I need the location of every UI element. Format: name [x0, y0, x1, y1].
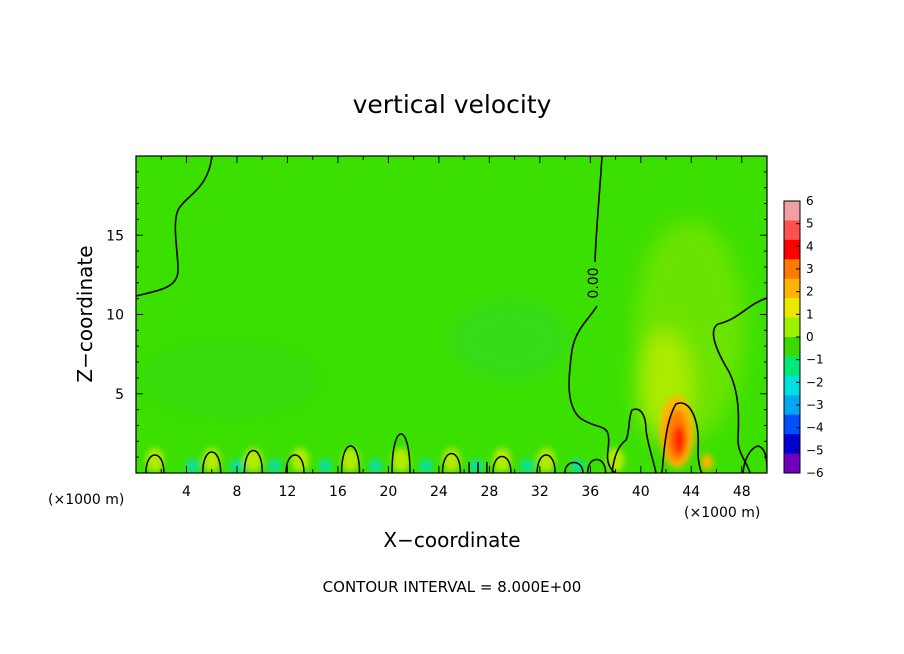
contour-line	[136, 156, 213, 297]
surface-updraft-cell	[244, 448, 263, 472]
surface-updraft-cell	[291, 448, 310, 472]
colorbar-segment	[784, 356, 800, 377]
colorbar-tick-label: 2	[806, 285, 814, 299]
x-unit-right: (×1000 m)	[684, 505, 760, 521]
contour-line	[611, 408, 657, 473]
y-tick-label: 5	[115, 387, 124, 403]
colorbar-segment	[784, 337, 800, 357]
colorbar-tick-label: −4	[806, 421, 824, 435]
contour-line	[568, 156, 617, 473]
surface-contour	[340, 445, 361, 473]
x-tick-label: 48	[733, 484, 751, 500]
zero-contours	[136, 156, 767, 473]
colorbar-tick-label: 3	[806, 262, 814, 276]
contour-line	[712, 297, 767, 473]
x-tick-label: 16	[329, 484, 347, 500]
surface-updraft-cell	[606, 448, 625, 472]
colorbar-tick-label: 1	[806, 307, 814, 321]
surface-updraft-cell	[392, 448, 411, 472]
surface-downdraft-cell	[469, 459, 484, 473]
surface-downdraft-cell	[368, 459, 383, 473]
y-axis-label: Z−coordinate	[73, 245, 97, 382]
x-tick-label: 24	[430, 484, 448, 500]
colorbar-segment	[784, 434, 800, 455]
y-tick-label: 10	[106, 308, 124, 324]
x-tick-label: 28	[480, 484, 498, 500]
x-tick-label: 32	[531, 484, 549, 500]
colorbar-tick-label: 6	[806, 194, 814, 208]
x-unit-left: (×1000 m)	[48, 492, 124, 508]
updraft-core-max	[673, 426, 685, 454]
surface-downdraft-cell	[267, 459, 282, 473]
surface-updraft-cell	[492, 448, 511, 472]
x-tick-label: 44	[682, 484, 700, 500]
surface-contour	[243, 450, 264, 473]
colorbar-tick-label: 5	[806, 217, 814, 231]
colorbar-segment	[784, 317, 800, 338]
surface-updraft-cell	[537, 448, 556, 472]
colorbar-tick-label: −6	[806, 466, 824, 480]
surface-downdraft-cell	[318, 459, 333, 473]
colorbar-segment	[784, 298, 800, 319]
plot-field: 0.00	[136, 156, 767, 473]
surface-contour	[492, 455, 512, 473]
colorbar-tick-label: −1	[806, 353, 824, 367]
colorbar-segment	[784, 259, 800, 280]
surface-contour	[145, 454, 165, 473]
colorbar-segment	[784, 395, 800, 416]
colorbar-tick-label: 4	[806, 239, 814, 253]
colorbar: 6 5 4 3 2 1 0 −1 −2 −3 −4 −5 −6	[783, 194, 824, 480]
colorbar-tick-label: −5	[806, 443, 824, 457]
x-tick-label: 12	[279, 484, 297, 500]
surface-downdraft-cell	[520, 459, 535, 473]
contour-label: 0.00	[586, 267, 602, 298]
surface-updraft-cell	[442, 448, 461, 472]
chart-title: vertical velocity	[353, 90, 552, 119]
surface-contour	[201, 451, 222, 473]
colorbar-tick-label: 0	[806, 330, 814, 344]
surface-downdraft-cell	[419, 459, 434, 473]
surface-contour	[441, 452, 462, 473]
downdraft-zone	[140, 340, 320, 420]
colorbar-segment	[784, 239, 800, 260]
colorbar-segment	[784, 201, 800, 221]
surface-contour	[586, 458, 607, 473]
colorbar-segment	[784, 414, 800, 435]
surface-updraft-cell	[341, 448, 360, 472]
downdraft-zone	[450, 300, 570, 380]
surface-contour	[391, 433, 411, 473]
colorbar-tick-label: −3	[806, 398, 824, 412]
x-tick-label: 20	[379, 484, 397, 500]
surface-downdraft-cell	[185, 459, 200, 473]
colorbar-tick-label: −2	[806, 375, 824, 389]
x-tick-label: 8	[232, 484, 241, 500]
x-axis-label: X−coordinate	[383, 528, 520, 552]
x-tick-label: 36	[581, 484, 599, 500]
contour-interval-note: CONTOUR INTERVAL = 8.000E+00	[323, 578, 582, 596]
updraft-spot	[701, 454, 713, 470]
colorbar-segment	[784, 453, 800, 474]
colorbar-segment	[784, 278, 800, 299]
x-tick-label: 40	[632, 484, 650, 500]
contour-line	[661, 402, 703, 473]
x-tick-label: 4	[182, 484, 191, 500]
colorbar-segment	[784, 375, 800, 396]
surface-contour	[285, 454, 305, 473]
surface-updraft-cell	[145, 448, 164, 472]
surface-contour	[536, 454, 556, 473]
colorbar-segment	[784, 220, 800, 241]
y-tick-label: 15	[106, 228, 124, 244]
